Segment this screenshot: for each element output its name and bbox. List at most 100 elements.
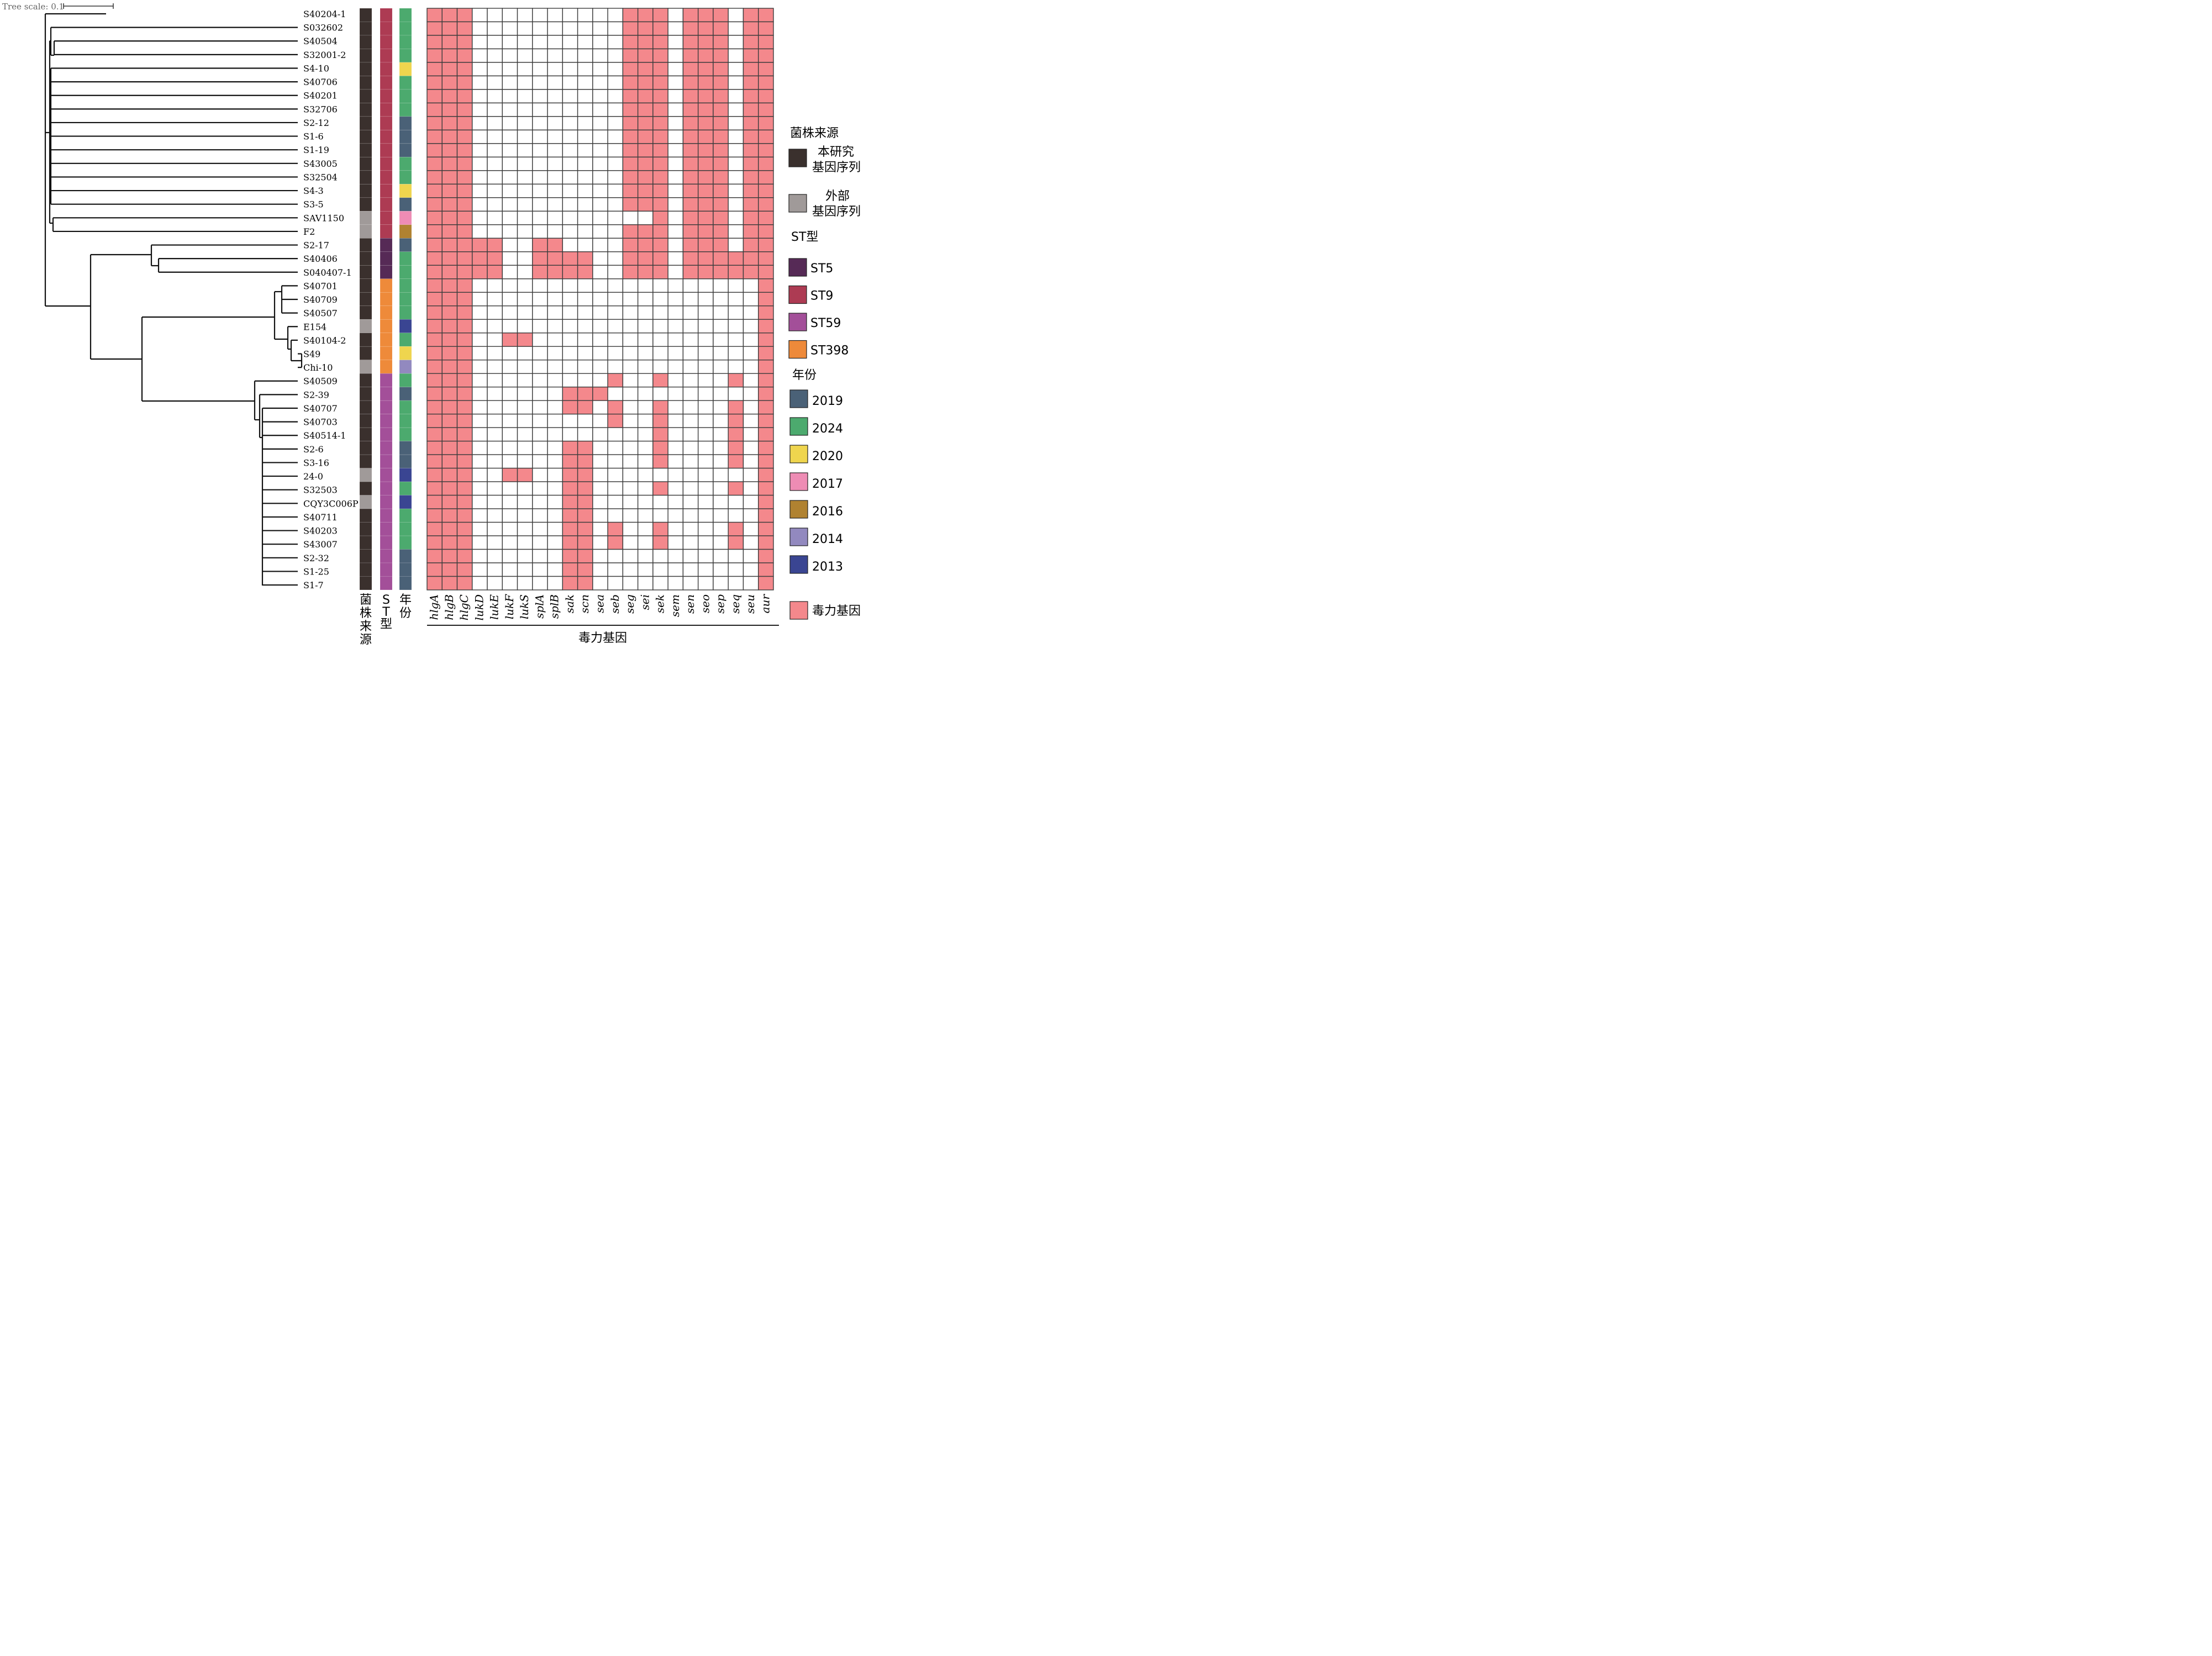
heatmap-cell xyxy=(697,440,714,455)
heatmap-cell xyxy=(637,346,654,361)
heatmap-cell xyxy=(622,35,639,50)
legend-label-external-1: 外部 xyxy=(825,189,850,203)
year-column-label: 份 xyxy=(399,607,412,620)
heatmap-cell xyxy=(607,143,624,158)
heatmap-cell xyxy=(577,535,593,550)
heatmap-cell xyxy=(441,224,458,239)
heatmap-cell xyxy=(758,183,774,198)
heatmap-cell xyxy=(742,319,759,334)
strain-label: S43005 xyxy=(303,159,338,169)
heatmap-cell xyxy=(441,143,458,158)
year-cell xyxy=(399,400,412,414)
heatmap-cell xyxy=(622,562,639,577)
heatmap-cell xyxy=(577,129,593,144)
heatmap-cell xyxy=(758,75,774,90)
heatmap-cell xyxy=(456,359,473,374)
heatmap-cell xyxy=(652,333,668,347)
heatmap-cell xyxy=(607,21,624,36)
st-cell xyxy=(380,387,393,401)
heatmap-cell xyxy=(562,48,578,63)
heatmap-cell xyxy=(713,35,729,50)
heatmap-cell xyxy=(517,75,533,90)
heatmap-cell xyxy=(456,210,473,225)
heatmap-cell xyxy=(622,481,639,496)
heatmap-cell xyxy=(592,333,608,347)
heatmap-cell xyxy=(502,129,518,144)
heatmap-cell xyxy=(637,278,654,293)
heatmap-cell xyxy=(441,62,458,77)
source-cell xyxy=(359,103,372,117)
heatmap-cell xyxy=(562,292,578,307)
heatmap-cell xyxy=(517,265,533,279)
heatmap-cell xyxy=(592,535,608,550)
heatmap-cell xyxy=(742,413,759,428)
heatmap-cell xyxy=(622,238,639,252)
heatmap-cell xyxy=(682,359,699,374)
heatmap-cell xyxy=(456,170,473,185)
legend-swatch-st398 xyxy=(788,340,807,359)
heatmap-cell xyxy=(502,265,518,279)
heatmap-cell xyxy=(637,454,654,469)
heatmap-cell xyxy=(547,346,563,361)
heatmap-cell xyxy=(562,116,578,131)
heatmap-cell xyxy=(667,386,684,401)
heatmap-cell xyxy=(742,102,759,117)
year-column-label: 年 xyxy=(399,593,412,607)
legend-swatch-2014 xyxy=(789,528,808,546)
gene-label: sek xyxy=(654,594,667,613)
year-cell xyxy=(399,265,412,279)
heatmap-cell xyxy=(441,346,458,361)
year-cell xyxy=(399,387,412,401)
heatmap-cell xyxy=(487,319,503,334)
heatmap-cell xyxy=(728,21,744,36)
heatmap-cell xyxy=(728,333,744,347)
heatmap-cell xyxy=(487,494,503,509)
heatmap-cell xyxy=(487,413,503,428)
heatmap-cell xyxy=(532,346,548,361)
heatmap-cell xyxy=(742,373,759,388)
heatmap-cell xyxy=(592,89,608,104)
heatmap-cell xyxy=(592,359,608,374)
heatmap-cell xyxy=(637,400,654,415)
heatmap-cell xyxy=(758,549,774,563)
heatmap-cell xyxy=(652,143,668,158)
st-cell xyxy=(380,211,393,225)
heatmap-cell xyxy=(697,481,714,496)
heatmap-cell xyxy=(456,562,473,577)
heatmap-cell xyxy=(622,549,639,563)
heatmap-cell xyxy=(441,8,458,23)
heatmap-cell xyxy=(577,156,593,171)
heatmap-cell xyxy=(426,292,443,307)
heatmap-cell xyxy=(502,89,518,104)
heatmap-cell xyxy=(697,535,714,550)
heatmap-cell xyxy=(697,8,714,23)
heatmap-cell xyxy=(487,251,503,266)
heatmap-cell xyxy=(577,278,593,293)
heatmap-cell xyxy=(547,467,563,482)
heatmap-cell xyxy=(472,8,488,23)
heatmap-cell xyxy=(532,467,548,482)
heatmap-cell xyxy=(532,21,548,36)
heatmap-cell xyxy=(532,494,548,509)
heatmap-cell xyxy=(577,251,593,266)
heatmap-cell xyxy=(607,427,624,442)
heatmap-cell xyxy=(697,210,714,225)
source-cell xyxy=(359,373,372,387)
year-cell xyxy=(399,170,412,184)
heatmap-cell xyxy=(532,413,548,428)
legend-swatch-gene xyxy=(789,601,808,620)
st-cell xyxy=(380,373,393,387)
heatmap-cell xyxy=(682,305,699,320)
legend-label-study-1: 本研究 xyxy=(818,145,854,159)
strain-label: Chi-10 xyxy=(303,362,333,373)
heatmap-cell xyxy=(713,481,729,496)
year-cell xyxy=(399,333,412,347)
heatmap-cell xyxy=(487,333,503,347)
heatmap-cell xyxy=(487,129,503,144)
heatmap-cell xyxy=(547,292,563,307)
year-cell xyxy=(399,197,412,212)
gene-label: sep xyxy=(714,594,727,614)
heatmap-cell xyxy=(517,562,533,577)
heatmap-cell xyxy=(607,319,624,334)
heatmap-cell xyxy=(742,305,759,320)
